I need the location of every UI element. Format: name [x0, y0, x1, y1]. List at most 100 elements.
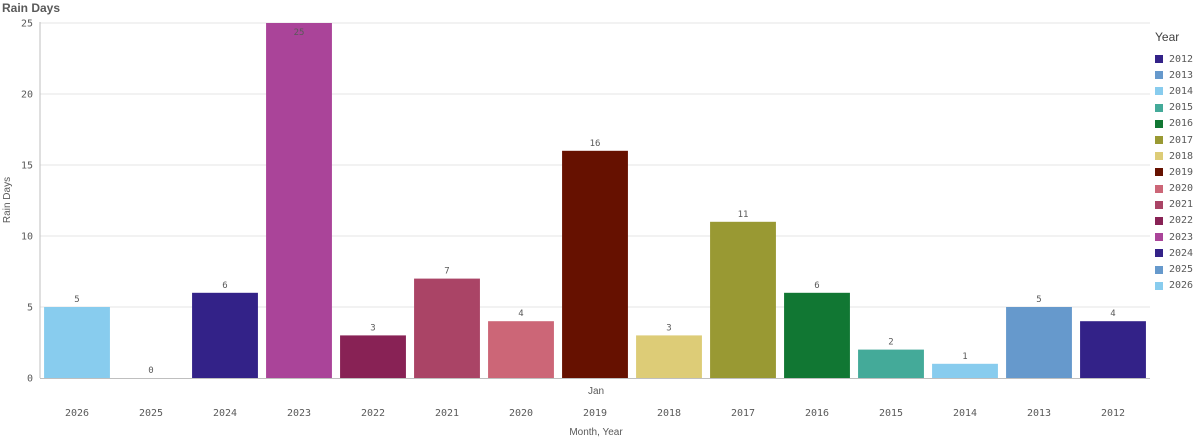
legend-swatch — [1155, 119, 1163, 128]
y-tick-label: 10 — [21, 232, 33, 243]
y-tick-label: 15 — [21, 161, 33, 172]
legend-label: 2018 — [1169, 150, 1194, 162]
bar-2024[interactable] — [192, 292, 258, 378]
bar-2022[interactable] — [340, 335, 406, 378]
y-tick-label: 0 — [27, 374, 33, 385]
bar-2026[interactable] — [44, 307, 110, 378]
bar-2012[interactable] — [1080, 321, 1146, 378]
legend-item-2025[interactable]: 2025 — [1155, 261, 1200, 277]
legend-item-2026[interactable]: 2026 — [1155, 278, 1200, 294]
legend-title: Year — [1155, 30, 1180, 44]
legend-label: 2019 — [1169, 166, 1194, 178]
legend-label: 2022 — [1169, 215, 1194, 227]
legend-swatch — [1155, 184, 1163, 193]
bar-2020[interactable] — [488, 321, 554, 378]
x-tick-label-2024: 2024 — [213, 408, 237, 419]
bar-2015[interactable] — [858, 349, 924, 378]
legend-label: 2025 — [1169, 264, 1194, 276]
x-tick-label-2023: 2023 — [287, 408, 311, 419]
data-label-2023: 25 — [294, 28, 305, 38]
x-tick-label-2014: 2014 — [953, 408, 977, 419]
x-tick-label-2025: 2025 — [139, 408, 163, 419]
legend-label: 2021 — [1169, 199, 1194, 211]
data-labels: 5 0 6 25 3 7 4 16 3 11 6 2 1 5 4 — [74, 28, 1115, 376]
data-label-2022: 3 — [370, 323, 375, 333]
legend-swatch — [1155, 152, 1163, 161]
y-axis-ticks: 0 5 10 15 20 25 — [21, 19, 33, 385]
y-tick-label: 20 — [21, 90, 33, 101]
legend-swatch — [1155, 265, 1163, 274]
legend-item-2021[interactable]: 2021 — [1155, 197, 1200, 213]
bar-2014[interactable] — [932, 363, 998, 378]
legend: Year 2012 2013 2014 2015 2016 2017 2018 2019 202… — [1155, 30, 1200, 294]
data-label-2013: 5 — [1036, 295, 1041, 305]
x-tick-label-2017: 2017 — [731, 408, 755, 419]
legend-label: 2016 — [1169, 118, 1194, 130]
x-tick-label-2026: 2026 — [65, 408, 89, 419]
legend-label: 2024 — [1169, 247, 1194, 259]
data-label-2012: 4 — [1110, 309, 1115, 319]
legend-item-2014[interactable]: 2014 — [1155, 83, 1200, 99]
legend-item-2020[interactable]: 2020 — [1155, 181, 1200, 197]
x-axis-ticks: 2026 2025 2024 2023 2022 2021 2020 2019 2018 2017… — [65, 408, 1125, 419]
legend-item-2024[interactable]: 2024 — [1155, 245, 1200, 261]
bar-2017[interactable] — [710, 221, 776, 378]
bar-2019[interactable] — [562, 150, 628, 378]
legend-swatch — [1155, 55, 1163, 64]
legend-swatch — [1155, 168, 1163, 177]
legend-item-2013[interactable]: 2013 — [1155, 67, 1200, 83]
x-group-label: Jan — [588, 386, 604, 397]
data-label-2025: 0 — [148, 366, 153, 376]
y-tick-label: 25 — [21, 19, 33, 30]
bar-2018[interactable] — [636, 335, 702, 378]
legend-swatch — [1155, 233, 1163, 242]
x-tick-label-2020: 2020 — [509, 408, 533, 419]
data-label-2018: 3 — [666, 323, 671, 333]
x-axis-label: Month, Year — [569, 427, 623, 438]
bar-2013[interactable] — [1006, 307, 1072, 378]
y-axis-label: Rain Days — [2, 177, 13, 223]
legend-swatch — [1155, 136, 1163, 145]
bars — [44, 23, 1146, 378]
legend-swatch — [1155, 281, 1163, 290]
bar-2021[interactable] — [414, 278, 480, 378]
data-label-2017: 11 — [738, 210, 749, 220]
bar-2016[interactable] — [784, 292, 850, 378]
x-tick-label-2021: 2021 — [435, 408, 459, 419]
x-tick-label-2022: 2022 — [361, 408, 385, 419]
data-label-2021: 7 — [444, 267, 449, 277]
y-tick-label: 5 — [27, 303, 33, 314]
x-tick-label-2016: 2016 — [805, 408, 829, 419]
legend-item-2018[interactable]: 2018 — [1155, 148, 1200, 164]
legend-swatch — [1155, 216, 1163, 225]
legend-item-2019[interactable]: 2019 — [1155, 164, 1200, 180]
data-label-2024: 6 — [222, 281, 227, 291]
legend-item-2017[interactable]: 2017 — [1155, 132, 1200, 148]
legend-item-2016[interactable]: 2016 — [1155, 116, 1200, 132]
legend-label: 2020 — [1169, 183, 1194, 195]
data-label-2026: 5 — [74, 295, 79, 305]
legend-label: 2026 — [1169, 280, 1194, 292]
chart-title: Rain Days — [2, 1, 61, 15]
legend-label: 2012 — [1169, 53, 1194, 65]
data-label-2015: 2 — [888, 338, 893, 348]
data-label-2016: 6 — [814, 281, 819, 291]
legend-item-2023[interactable]: 2023 — [1155, 229, 1200, 245]
legend-label: 2014 — [1169, 85, 1194, 97]
x-tick-label-2019: 2019 — [583, 408, 607, 419]
legend-item-2022[interactable]: 2022 — [1155, 213, 1200, 229]
legend-items: 2012 2013 2014 2015 2016 2017 2018 2019 2020 2021… — [1155, 51, 1200, 294]
legend-label: 2017 — [1169, 134, 1194, 146]
legend-label: 2013 — [1169, 69, 1194, 81]
bar-2023[interactable] — [266, 23, 332, 378]
data-label-2019: 16 — [590, 139, 601, 149]
legend-item-2012[interactable]: 2012 — [1155, 51, 1200, 67]
legend-swatch — [1155, 249, 1163, 258]
legend-item-2015[interactable]: 2015 — [1155, 100, 1200, 116]
x-tick-label-2013: 2013 — [1027, 408, 1051, 419]
legend-swatch — [1155, 103, 1163, 112]
legend-swatch — [1155, 200, 1163, 209]
legend-label: 2015 — [1169, 102, 1194, 114]
data-label-2020: 4 — [518, 309, 523, 319]
